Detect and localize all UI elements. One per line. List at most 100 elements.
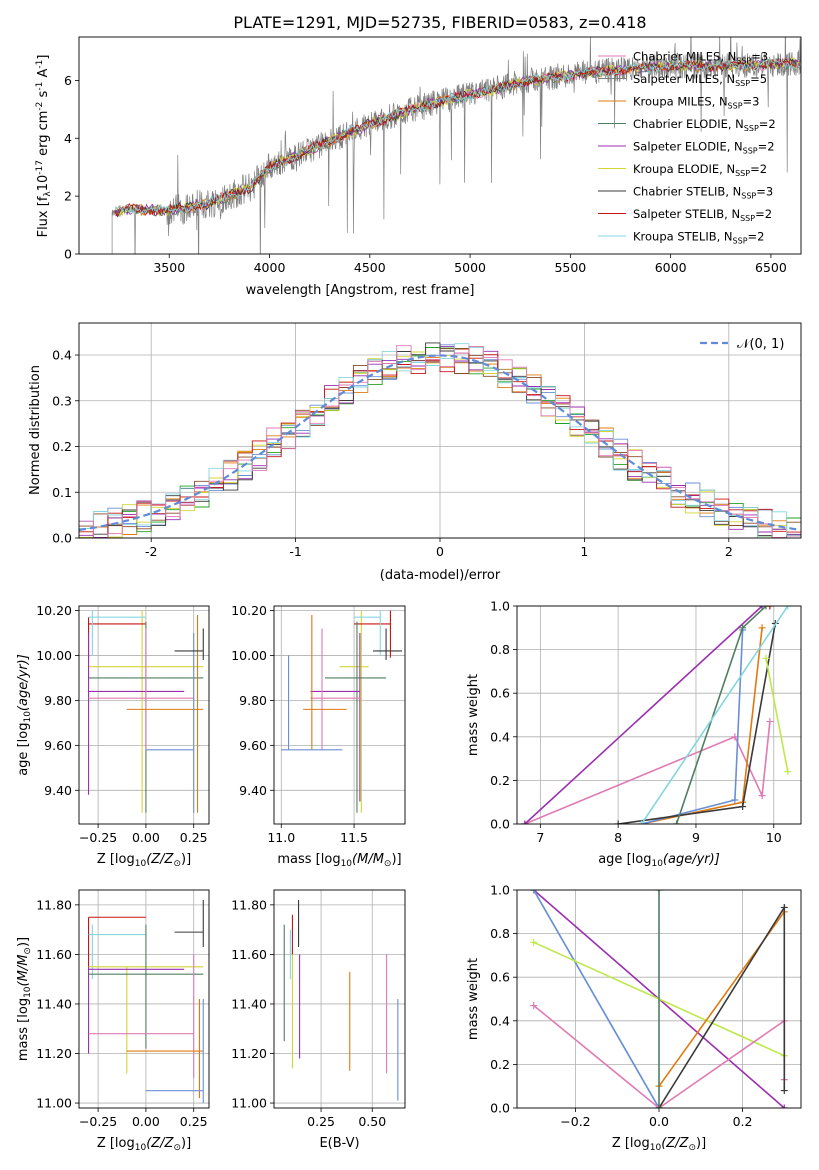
error-bar-point — [310, 632, 361, 802]
axis-ticks: −0.2 0.0 0.2 0.0 0.2 0.4 0.6 0.8 1.0 — [490, 883, 752, 1130]
x-axis-label: mass [log10​(M/M⊙​)] — [277, 852, 401, 869]
legend-entry: Kroupa ELODIE, NSSP=2 — [633, 162, 767, 178]
x-axis-label-part: )] — [181, 1136, 191, 1151]
x-tick-label: 6500 — [755, 260, 787, 275]
grid — [274, 890, 405, 1108]
y-axis-label-part: mass [log — [16, 998, 31, 1061]
mass-weight-marker — [758, 792, 766, 800]
y-tick-label: 0.2 — [52, 439, 72, 454]
legend-entry: Kroupa MILES, NSSP=3 — [633, 95, 759, 111]
axes-frame — [516, 889, 802, 1109]
x-tick-label: 6000 — [655, 260, 687, 275]
plot-marks — [88, 610, 204, 813]
x-tick-label: 5500 — [554, 260, 586, 275]
legend-entry: Chabrier MILES, NSSP=3 — [633, 50, 768, 66]
y-tick-label: 11.60 — [231, 947, 267, 962]
plot-marks — [283, 899, 399, 1101]
mass-weight-series — [766, 606, 774, 610]
error-bar-point — [88, 628, 194, 750]
y-tick-label: 0.8 — [490, 926, 510, 941]
y-tick-label: 0.0 — [490, 1101, 510, 1116]
error-bar-point — [310, 628, 362, 750]
y-tick-label: 11.80 — [36, 897, 72, 912]
residuals-histogram-panel: -2 -1 0 1 2 0.0 0.1 0.2 0.3 0.4 𝒩(0, 1) (data-model… — [28, 322, 802, 583]
x-tick-label: 0.25 — [180, 830, 208, 845]
y-tick-label: 10.20 — [231, 603, 267, 618]
plot-marks — [111, 37, 801, 254]
y-tick-label: 10.20 — [36, 603, 72, 618]
y-tick-label: 11.20 — [36, 1046, 72, 1061]
x-axis-label-part: )] — [391, 852, 401, 867]
y-axis-label: mass [log10​(M/M⊙​)] — [16, 937, 33, 1061]
x-axis-label: age [log10​(age/yr)] — [598, 852, 720, 869]
x-axis-label-part: 10 — [135, 1143, 147, 1153]
x-axis-label-part: mass [log — [277, 852, 340, 867]
error-bar-point — [88, 916, 146, 967]
x-tick-label: −0.25 — [79, 830, 117, 845]
y-axis-label-part: age [log — [16, 723, 31, 776]
x-tick-label: 9 — [692, 830, 700, 845]
y-axis-label-part: A — [36, 69, 51, 82]
y-tick-label: 0.3 — [52, 393, 72, 408]
legend-entry: Chabrier ELODIE, NSSP=2 — [633, 117, 776, 133]
y-axis-label-part: λ — [43, 191, 53, 197]
error-bar-point — [88, 954, 195, 1079]
x-axis-label: Z [log10​(Z/Z⊙​)] — [97, 852, 191, 869]
error-bar-point — [88, 610, 146, 656]
y-tick-label: 0 — [64, 247, 72, 262]
x-tick-label: 4000 — [254, 260, 286, 275]
y-tick-label: 1.0 — [490, 883, 510, 898]
x-axis-label-part: E(B-V) — [319, 1136, 359, 1151]
mass-weight-vs-metallicity-panel: −0.2 0.0 0.2 0.0 0.2 0.4 0.6 0.8 1.0 Z [log10​(Z/… — [466, 883, 802, 1153]
age-vs-metallicity-panel: −0.25 0.00 0.25 9.40 9.60 9.80 10.00 10.20 Z [lo… — [16, 603, 210, 869]
x-axis-label: Z [log10​(Z/Z⊙​)] — [612, 1136, 706, 1153]
legend-entry: Kroupa STELIB, NSSP=2 — [633, 230, 764, 246]
mass-weight-marker — [521, 820, 529, 824]
y-tick-label: 11.00 — [36, 1096, 72, 1111]
y-tick-label: 9.40 — [44, 783, 72, 798]
x-axis-label-part: Z [log — [97, 1136, 135, 1151]
x-axis-label: (data-model)/error — [380, 568, 501, 583]
error-bar-point — [88, 924, 204, 1049]
axes-frame — [78, 605, 210, 825]
axis-ticks: 7 8 9 10 0.0 0.2 0.4 0.6 0.8 1.0 — [490, 599, 782, 846]
mass-weight-marker — [780, 1104, 788, 1108]
legend-entry: Salpeter STELIB, NSSP=2 — [633, 207, 772, 223]
error-bar-point — [174, 899, 204, 947]
y-tick-label: 0.6 — [490, 970, 510, 985]
x-tick-label: 11.5 — [340, 830, 368, 845]
x-axis-label: Z [log10​(Z/Z⊙​)] — [97, 1136, 191, 1153]
legend-entry: Chabrier STELIB, NSSP=3 — [633, 185, 773, 201]
y-tick-label: 0.4 — [490, 1013, 510, 1028]
error-bar-point — [324, 621, 387, 813]
mass-weight-series — [637, 606, 792, 824]
error-bar-point — [339, 610, 369, 813]
y-tick-label: 9.80 — [44, 693, 72, 708]
legend-entry: Salpeter MILES, NSSP=5 — [633, 72, 767, 88]
mass-weight-marker — [673, 820, 681, 824]
mass-weight-marker — [784, 606, 792, 610]
y-tick-label: 9.60 — [239, 738, 267, 753]
mass-weight-marker — [739, 803, 747, 811]
y-axis-label: Normed distribution — [28, 365, 43, 495]
y-axis-label-part: -1 — [35, 60, 45, 69]
error-bar-point — [174, 628, 204, 660]
legend-entry: Salpeter ELODIE, NSSP=2 — [633, 140, 775, 156]
x-axis-label: wavelength [Angstrom, rest frame] — [246, 283, 475, 298]
y-tick-label: 6 — [64, 73, 72, 88]
y-axis-label-part: s — [36, 90, 51, 101]
spectrum-panel: 3500 4000 4500 5000 5500 6000 6500 0 2 4 6 Chabrier… — [35, 36, 802, 298]
error-bar-point — [145, 632, 195, 813]
y-axis-label-part: 10 — [36, 175, 51, 192]
y-axis-label: age [log10​(age/yr)] — [16, 654, 33, 776]
mass-weight-series — [655, 890, 663, 1108]
error-bar-point — [145, 999, 204, 1104]
x-axis-label: E(B-V) — [319, 1136, 359, 1151]
y-tick-label: 1.0 — [490, 599, 510, 614]
plot-area — [274, 890, 405, 1108]
mass-weight-marker — [758, 606, 766, 610]
error-bar-point — [354, 610, 381, 656]
error-bar-point — [126, 614, 204, 813]
y-tick-label: 11.80 — [231, 897, 267, 912]
mass-weight-marker — [530, 890, 538, 894]
